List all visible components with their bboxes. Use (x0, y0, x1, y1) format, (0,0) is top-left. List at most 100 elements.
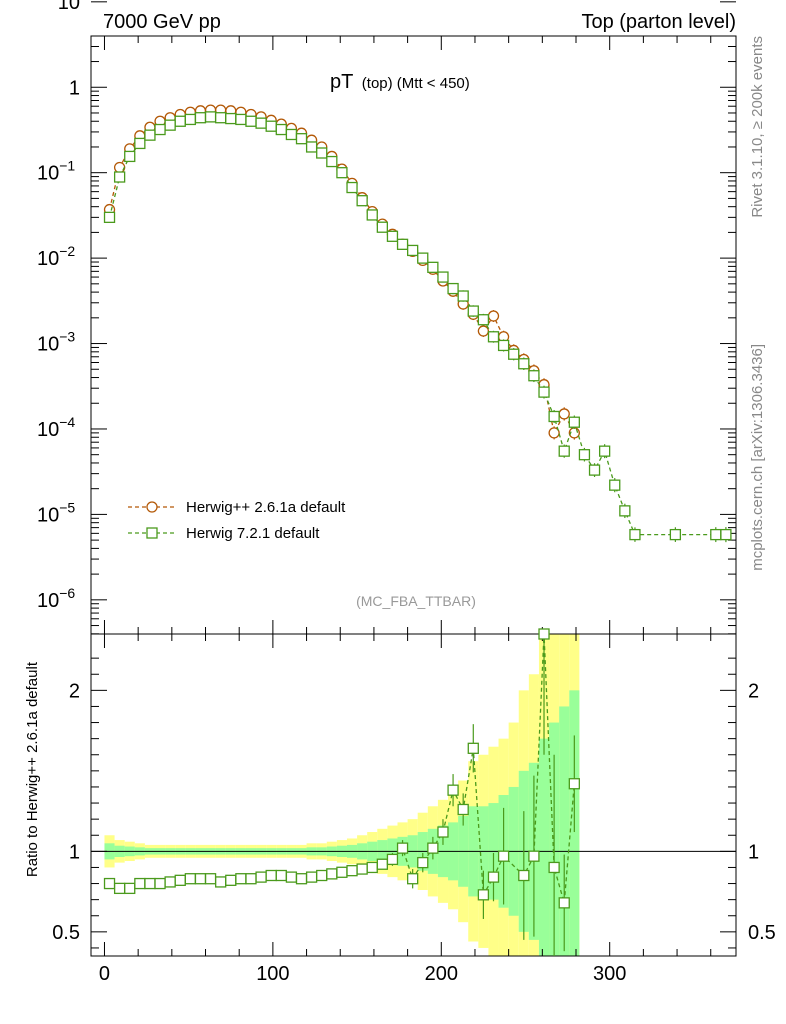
ratio-herwig-721-point (447, 784, 459, 796)
herwig-721-point (598, 445, 611, 457)
herwig-721-point (295, 133, 308, 145)
herwig-721-point (336, 167, 348, 179)
herwig-721-point (467, 305, 479, 317)
herwig-721-point (103, 211, 116, 224)
ratio-herwig-721-point (396, 842, 409, 854)
legend-label-herwig7: Herwig 7.2.1 default (186, 525, 320, 542)
ratio-herwig-721-point (356, 863, 368, 875)
herwigpp-261a-point (487, 310, 500, 322)
ratio-herwig-721-point (285, 871, 298, 883)
herwig-721-point (245, 115, 257, 127)
main-y-tick-label: 10−1 (37, 158, 75, 185)
herwig-721-point (326, 155, 338, 168)
herwig-721-point (457, 290, 469, 302)
legend: Herwig++ 2.6.1a default Herwig 7.2.1 def… (128, 499, 346, 542)
ratio-herwig-721-point (265, 869, 277, 882)
legend-entry-herwig7: Herwig 7.2.1 default (128, 525, 320, 542)
herwig-721-point (154, 123, 166, 136)
ratio-herwig-721-point (103, 877, 116, 890)
herwig-721-point (144, 129, 156, 141)
legend-marker-square (146, 527, 158, 539)
ratio-herwig-721-point (305, 871, 318, 883)
herwig-721-point (548, 410, 560, 423)
header-right: Top (parton level) (581, 11, 736, 33)
herwig-721-point (477, 314, 490, 326)
ratio-y-tick-label-right: 0.5 (748, 922, 776, 944)
herwig-721-point (619, 505, 631, 517)
ratio-herwig-721-point (518, 869, 530, 882)
ratio-herwig-721-point (487, 871, 500, 883)
ratio-herwig-721-point (194, 873, 207, 885)
herwig-721-line (108, 116, 726, 536)
ratio-herwig-721-point (346, 865, 358, 877)
herwig-721-point (710, 528, 722, 541)
ratio-herwig-721-point (538, 628, 550, 640)
ratio-herwig-721-point (467, 742, 479, 754)
herwig-721-point (386, 230, 399, 242)
tick-exponent: −3 (59, 329, 75, 345)
tick-exponent: −1 (59, 158, 75, 174)
herwig-721-point (609, 479, 621, 491)
herwig-721-point (265, 120, 277, 132)
herwig-721-point (164, 119, 176, 131)
tick-base: 10 (37, 248, 59, 270)
ratio-herwig-721-point (113, 882, 126, 895)
herwig-721-point (427, 261, 439, 273)
herwig-721-point (396, 238, 409, 250)
ratio-herwig-721-point (457, 803, 469, 816)
ratio-herwig-721-point (548, 861, 560, 874)
main-y-tick-label: 10 (58, 0, 80, 14)
herwig-721-point (134, 137, 146, 150)
side-label-mcplots: mcplots.cern.ch [arXiv:1306.3436] (749, 344, 766, 571)
herwig-721-point (113, 171, 126, 183)
ratio-y-axis-label: Ratio to Herwig++ 2.6.1a default (24, 661, 41, 877)
ratio-herwig-721-point (184, 873, 197, 885)
herwig-721-point (447, 282, 459, 295)
ratio-herwig-721-point (558, 897, 570, 909)
ratio-herwig-721-point (477, 889, 490, 901)
ratio-x-tick-label: 300 (593, 963, 626, 985)
main-y-tick-label: 10−2 (37, 243, 75, 270)
herwig-721-point (518, 358, 530, 370)
herwig-721-point (497, 339, 510, 352)
herwigpp-261a-point (477, 325, 490, 337)
herwigpp-261a-point (558, 408, 570, 420)
ratio-herwig-721-point (225, 874, 237, 886)
ratio-herwig-721-point (336, 866, 348, 878)
ratio-y-tick-label-right: 2 (748, 680, 759, 702)
herwig-721-point (407, 244, 419, 257)
ratio-band-inner (538, 738, 550, 956)
herwig-721-point (669, 528, 682, 541)
main-y-tick-label: 10−3 (37, 329, 75, 356)
herwig-721-point (417, 252, 429, 264)
ratio-herwig-721-point (134, 877, 146, 890)
ratio-x-tick-label: 200 (425, 963, 458, 985)
tick-exponent: −5 (59, 499, 75, 515)
ratio-y-tick-label-right: 1 (748, 841, 759, 863)
herwig-721-point (588, 464, 601, 476)
ratio-herwig-721-point (326, 868, 338, 880)
tick-base: 10 (37, 419, 59, 441)
herwig-721-point (508, 348, 520, 360)
herwig-721-point (558, 445, 570, 457)
herwig-721-point (538, 386, 550, 398)
legend-label-herwigpp: Herwig++ 2.6.1a default (186, 499, 346, 516)
plot-title: pT (top) (Mtt < 450) (330, 71, 470, 93)
ratio-herwig-721-point (215, 876, 227, 888)
tick-base: 10 (37, 163, 59, 185)
ratio-herwig-721-point (124, 882, 136, 895)
header-left: 7000 GeV pp (103, 11, 221, 33)
herwigpp-261a-point (548, 427, 560, 439)
ratio-herwig-721-point (144, 877, 156, 890)
herwig-721-point (255, 117, 267, 129)
herwig-721-point (184, 113, 197, 126)
tick-base: 10 (37, 334, 59, 356)
ratio-herwig-721-point (386, 853, 399, 866)
herwig-721-point (366, 209, 378, 221)
tick-exponent: −2 (59, 243, 75, 259)
ratio-y-tick-label: 0.5 (52, 922, 80, 944)
ratio-herwig-721-point (568, 778, 580, 790)
herwig-721-point (215, 112, 227, 124)
herwig-721-point (720, 528, 732, 541)
